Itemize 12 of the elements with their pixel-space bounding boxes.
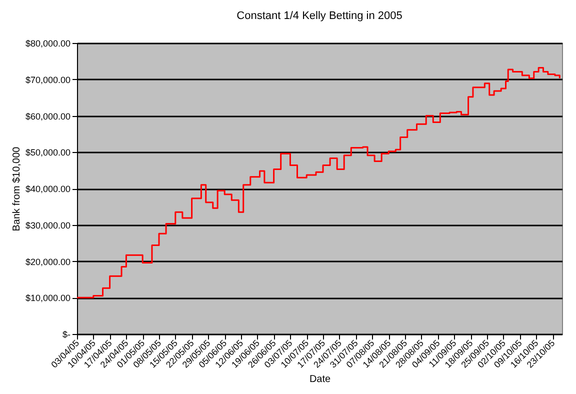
- y-tick-label: $40,000.00: [25, 184, 70, 194]
- y-tick-label: $-: [62, 330, 70, 340]
- y-tick-label: $60,000.00: [25, 111, 70, 122]
- y-tick-label: $70,000.00: [25, 74, 70, 85]
- y-tick-label: $50,000.00: [25, 148, 70, 158]
- y-tick-label: $20,000.00: [25, 256, 70, 267]
- x-axis-title: Date: [309, 374, 331, 385]
- y-tick-label: $80,000.00: [25, 38, 70, 48]
- chart-title: Constant 1/4 Kelly Betting in 2005: [236, 10, 402, 22]
- y-tick-label: $30,000.00: [25, 220, 70, 230]
- y-tick-label: $10,000.00: [25, 293, 70, 304]
- y-axis-title: Bank from $10,000: [11, 146, 22, 232]
